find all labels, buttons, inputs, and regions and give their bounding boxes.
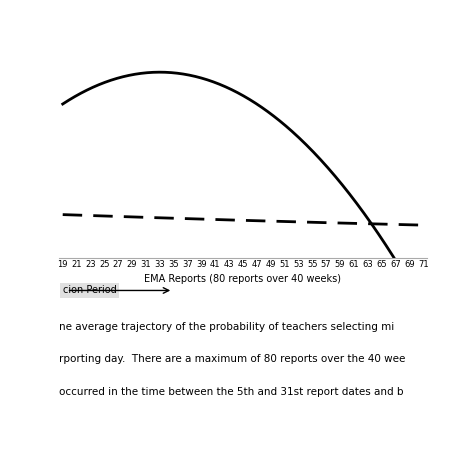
X-axis label: EMA Reports (80 reports over 40 weeks): EMA Reports (80 reports over 40 weeks) (145, 273, 341, 283)
Text: occurred in the time between the 5th and 31st report dates and b: occurred in the time between the 5th and… (59, 387, 404, 397)
Text: ne average trajectory of the probability of teachers selecting mi: ne average trajectory of the probability… (59, 321, 394, 332)
Text: rporting day.  There are a maximum of 80 reports over the 40 wee: rporting day. There are a maximum of 80 … (59, 355, 406, 365)
Text: cion Period: cion Period (63, 285, 117, 295)
